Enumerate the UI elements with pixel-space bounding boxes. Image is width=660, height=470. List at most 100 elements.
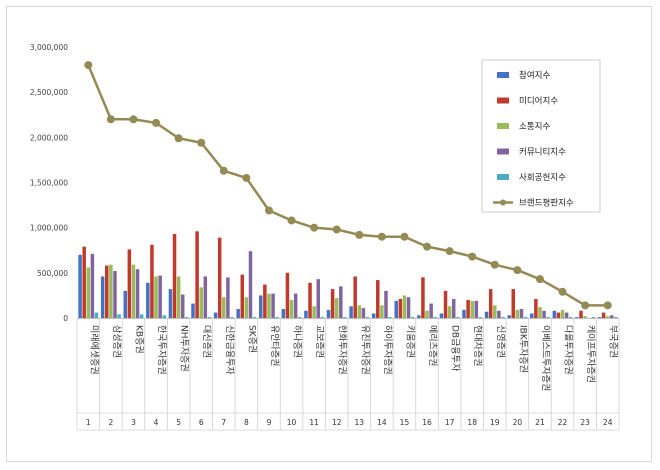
category-index-label: 2	[108, 418, 113, 427]
y-tick-label: 0	[63, 314, 68, 323]
bar	[365, 317, 370, 318]
bar	[127, 249, 132, 318]
category-label: 하이투자증권	[382, 325, 394, 375]
bar	[353, 276, 357, 318]
bar	[135, 269, 140, 318]
bar	[293, 293, 298, 318]
category-index-label: 20	[513, 418, 523, 427]
category-label: 키움증권	[404, 325, 416, 358]
bar	[349, 306, 353, 318]
legend-swatch	[497, 148, 509, 155]
bar	[605, 316, 610, 318]
bar	[339, 286, 343, 318]
bar	[406, 297, 411, 318]
line-point	[310, 223, 319, 232]
bar	[271, 293, 275, 318]
category-index-label: 7	[221, 418, 226, 427]
bar	[462, 309, 466, 318]
line-point	[264, 206, 273, 215]
bar	[597, 317, 602, 318]
bar	[501, 317, 505, 318]
bar	[320, 317, 325, 318]
bar	[552, 310, 557, 318]
bar	[610, 315, 614, 318]
bar	[113, 271, 117, 318]
bar	[195, 231, 199, 318]
category-index-label: 17	[445, 418, 455, 427]
bar	[180, 294, 185, 318]
bar	[361, 308, 366, 318]
bar	[263, 284, 267, 318]
category-label: 미래에셋증권	[88, 325, 100, 375]
category-label: 한화투자증권	[337, 325, 349, 375]
bar	[439, 313, 444, 318]
category-index-label: 11	[309, 418, 319, 427]
category-index-label: 16	[422, 418, 432, 427]
category-label: 신영증권	[495, 325, 507, 358]
category-index-label: 14	[377, 418, 387, 427]
bar	[380, 305, 384, 318]
bar	[575, 317, 579, 318]
bar	[86, 267, 91, 318]
bar	[139, 314, 144, 318]
y-tick-label: 3,000,000	[30, 43, 68, 52]
y-tick-label: 1,500,000	[30, 179, 68, 188]
bar	[560, 309, 565, 318]
category-label: 이베스트투자증권	[540, 325, 552, 391]
bar	[252, 317, 257, 318]
category-index-label: 22	[558, 418, 568, 427]
bar	[425, 310, 429, 318]
bar	[289, 299, 294, 318]
legend-swatch	[497, 174, 509, 180]
line-point	[242, 173, 251, 182]
line-point	[106, 115, 115, 124]
y-tick-label: 500,000	[37, 269, 68, 278]
category-label: 대신증권	[201, 325, 213, 358]
bar	[109, 264, 113, 318]
bar	[384, 290, 388, 318]
bar	[579, 310, 583, 318]
bar	[394, 300, 399, 318]
bar	[433, 317, 437, 318]
bar	[117, 314, 121, 318]
line-point	[423, 242, 432, 251]
bar	[308, 282, 312, 318]
bar	[281, 308, 286, 318]
bar	[443, 290, 448, 318]
bar	[172, 233, 177, 318]
bar	[583, 316, 587, 318]
legend-label: 참여지수	[519, 70, 550, 81]
category-label: 다올투자증권	[563, 325, 575, 375]
bar	[398, 299, 403, 318]
bar	[203, 276, 208, 318]
category-index-label: 19	[490, 418, 500, 427]
category-index-label: 9	[267, 418, 272, 427]
line-point	[490, 260, 499, 269]
bar	[154, 276, 158, 318]
category-label: 삼성증권	[111, 325, 123, 358]
bar	[248, 251, 253, 318]
line-point	[129, 115, 138, 124]
bar	[168, 289, 173, 318]
bar	[497, 310, 501, 318]
bar	[478, 317, 483, 318]
bar	[402, 295, 407, 318]
bar	[421, 277, 425, 318]
category-index-label: 15	[400, 418, 410, 427]
bar	[191, 303, 195, 318]
bar	[530, 313, 534, 318]
bar	[275, 317, 279, 318]
bar	[207, 317, 212, 318]
bar	[488, 289, 493, 318]
legend-swatch	[497, 97, 509, 104]
line-point	[355, 230, 364, 239]
line-series	[87, 64, 608, 307]
bar	[614, 317, 618, 318]
bar	[316, 279, 320, 318]
bar	[105, 265, 109, 318]
bar	[217, 237, 222, 318]
category-index-label: 18	[467, 418, 477, 427]
category-index-label: 23	[580, 418, 590, 427]
